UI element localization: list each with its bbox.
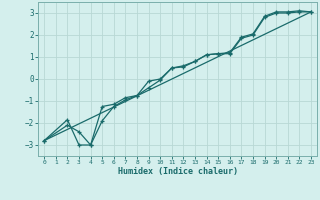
X-axis label: Humidex (Indice chaleur): Humidex (Indice chaleur) [118,167,238,176]
